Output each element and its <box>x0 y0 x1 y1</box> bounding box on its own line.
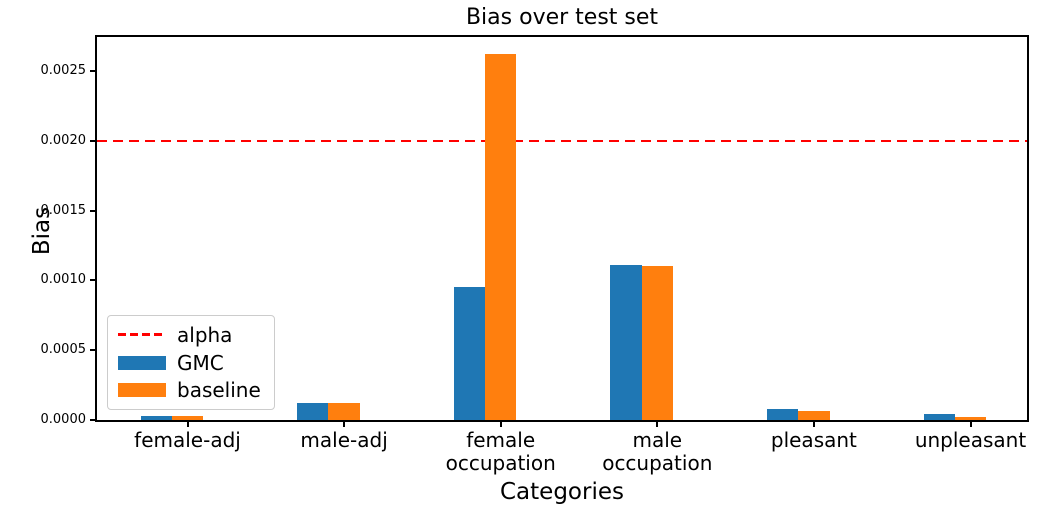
alpha-line <box>97 139 1027 142</box>
y-tick-label: 0.0020 <box>40 132 87 148</box>
legend-label: GMC <box>177 350 224 375</box>
y-tick-mark <box>90 209 96 212</box>
y-tick-label: 0.0010 <box>40 272 87 288</box>
bar-gmc-2 <box>453 287 486 420</box>
bar-baseline-2 <box>485 54 517 420</box>
legend-item-alpha: alpha <box>118 321 264 349</box>
bar-baseline-5 <box>954 416 987 420</box>
y-tick-label: 0.0005 <box>40 342 87 358</box>
color-patch-sample <box>118 383 166 398</box>
dashed-line-sample <box>118 333 166 337</box>
x-tick-label: female-adj <box>134 428 241 452</box>
x-tick-label: female occupation <box>445 428 556 475</box>
y-tick-mark <box>90 139 96 142</box>
bar-gmc-5 <box>923 414 955 420</box>
x-axis-label: Categories <box>500 479 624 505</box>
bar-baseline-0 <box>171 415 204 420</box>
legend-item-GMC: GMC <box>118 349 264 377</box>
x-tick-label: pleasant <box>770 428 857 452</box>
bar-baseline-1 <box>328 403 360 420</box>
bar-gmc-4 <box>766 408 799 420</box>
color-patch-sample <box>118 355 166 370</box>
bar-gmc-0 <box>140 415 172 420</box>
bar-baseline-4 <box>798 410 830 420</box>
y-tick-mark <box>90 419 96 421</box>
x-tick-mark <box>812 422 815 427</box>
y-tick-mark <box>90 69 96 72</box>
x-tick-label: male occupation <box>602 428 713 475</box>
x-tick-mark <box>186 422 189 427</box>
legend-label: baseline <box>177 378 261 403</box>
bar-baseline-3 <box>641 266 673 420</box>
y-tick-label: 0.0015 <box>40 202 87 218</box>
legend-label: alpha <box>177 322 233 347</box>
y-tick-label: 0.0000 <box>40 412 87 427</box>
legend: alpha GMC baseline <box>107 315 275 410</box>
x-tick-label: unpleasant <box>914 428 1027 452</box>
x-tick-mark <box>656 422 659 427</box>
chart-title: Bias over test set <box>465 5 659 30</box>
x-tick-label: male-adj <box>300 428 388 452</box>
x-tick-mark <box>343 422 346 427</box>
x-tick-mark <box>969 422 972 427</box>
bar-gmc-3 <box>610 265 642 420</box>
legend-item-baseline: baseline <box>118 376 264 404</box>
y-tick-mark <box>90 279 96 282</box>
plot-area <box>95 35 1029 422</box>
y-tick-mark <box>90 349 96 352</box>
bar-gmc-1 <box>297 403 329 420</box>
y-tick-label: 0.0025 <box>40 62 87 78</box>
x-tick-mark <box>499 422 502 427</box>
